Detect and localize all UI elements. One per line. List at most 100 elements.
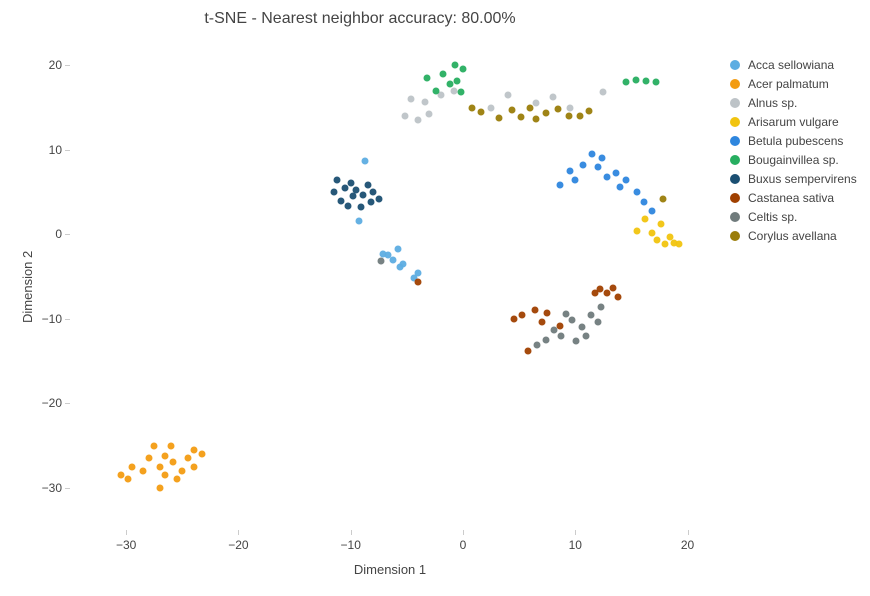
data-point[interactable] bbox=[345, 202, 352, 209]
data-point[interactable] bbox=[556, 182, 563, 189]
data-point[interactable] bbox=[675, 241, 682, 248]
data-point[interactable] bbox=[168, 442, 175, 449]
data-point[interactable] bbox=[459, 65, 466, 72]
data-point[interactable] bbox=[357, 204, 364, 211]
legend-item[interactable]: Alnus sp. bbox=[730, 93, 857, 112]
data-point[interactable] bbox=[531, 307, 538, 314]
data-point[interactable] bbox=[585, 107, 592, 114]
data-point[interactable] bbox=[364, 182, 371, 189]
data-point[interactable] bbox=[534, 341, 541, 348]
data-point[interactable] bbox=[640, 199, 647, 206]
data-point[interactable] bbox=[179, 467, 186, 474]
data-point[interactable] bbox=[394, 245, 401, 252]
data-point[interactable] bbox=[576, 113, 583, 120]
data-point[interactable] bbox=[538, 319, 545, 326]
data-point[interactable] bbox=[452, 62, 459, 69]
legend-item[interactable]: Acca sellowiana bbox=[730, 55, 857, 74]
data-point[interactable] bbox=[543, 336, 550, 343]
data-point[interactable] bbox=[400, 260, 407, 267]
data-point[interactable] bbox=[622, 177, 629, 184]
data-point[interactable] bbox=[334, 177, 341, 184]
data-point[interactable] bbox=[446, 80, 453, 87]
data-point[interactable] bbox=[454, 77, 461, 84]
data-point[interactable] bbox=[151, 442, 158, 449]
data-point[interactable] bbox=[353, 186, 360, 193]
data-point[interactable] bbox=[162, 472, 169, 479]
data-point[interactable] bbox=[612, 169, 619, 176]
data-point[interactable] bbox=[162, 452, 169, 459]
data-point[interactable] bbox=[190, 463, 197, 470]
data-point[interactable] bbox=[477, 108, 484, 115]
data-point[interactable] bbox=[421, 98, 428, 105]
data-point[interactable] bbox=[184, 455, 191, 462]
data-point[interactable] bbox=[603, 173, 610, 180]
data-point[interactable] bbox=[117, 472, 124, 479]
data-point[interactable] bbox=[632, 76, 639, 83]
data-point[interactable] bbox=[355, 217, 362, 224]
data-point[interactable] bbox=[594, 319, 601, 326]
data-point[interactable] bbox=[573, 337, 580, 344]
legend-item[interactable]: Celtis sp. bbox=[730, 207, 857, 226]
data-point[interactable] bbox=[653, 79, 660, 86]
data-point[interactable] bbox=[199, 450, 206, 457]
data-point[interactable] bbox=[550, 326, 557, 333]
data-point[interactable] bbox=[557, 332, 564, 339]
data-point[interactable] bbox=[337, 197, 344, 204]
data-point[interactable] bbox=[587, 311, 594, 318]
data-point[interactable] bbox=[518, 113, 525, 120]
data-point[interactable] bbox=[190, 446, 197, 453]
data-point[interactable] bbox=[648, 230, 655, 237]
data-point[interactable] bbox=[125, 476, 132, 483]
data-point[interactable] bbox=[659, 195, 666, 202]
data-point[interactable] bbox=[408, 96, 415, 103]
data-point[interactable] bbox=[549, 94, 556, 101]
data-point[interactable] bbox=[439, 70, 446, 77]
data-point[interactable] bbox=[622, 79, 629, 86]
data-point[interactable] bbox=[128, 463, 135, 470]
data-point[interactable] bbox=[173, 476, 180, 483]
data-point[interactable] bbox=[457, 89, 464, 96]
data-point[interactable] bbox=[349, 193, 356, 200]
data-point[interactable] bbox=[362, 157, 369, 164]
data-point[interactable] bbox=[488, 104, 495, 111]
legend[interactable]: Acca sellowianaAcer palmatumAlnus sp.Ari… bbox=[730, 55, 857, 245]
data-point[interactable] bbox=[572, 177, 579, 184]
data-point[interactable] bbox=[156, 463, 163, 470]
data-point[interactable] bbox=[634, 189, 641, 196]
data-point[interactable] bbox=[662, 240, 669, 247]
data-point[interactable] bbox=[565, 113, 572, 120]
data-point[interactable] bbox=[519, 311, 526, 318]
data-point[interactable] bbox=[415, 117, 422, 124]
data-point[interactable] bbox=[390, 256, 397, 263]
legend-item[interactable]: Arisarum vulgare bbox=[730, 112, 857, 131]
data-point[interactable] bbox=[156, 484, 163, 491]
data-point[interactable] bbox=[380, 250, 387, 257]
data-point[interactable] bbox=[360, 192, 367, 199]
data-point[interactable] bbox=[648, 207, 655, 214]
legend-item[interactable]: Acer palmatum bbox=[730, 74, 857, 93]
data-point[interactable] bbox=[532, 115, 539, 122]
data-point[interactable] bbox=[600, 88, 607, 95]
data-point[interactable] bbox=[654, 237, 661, 244]
data-point[interactable] bbox=[583, 332, 590, 339]
data-point[interactable] bbox=[579, 324, 586, 331]
data-point[interactable] bbox=[504, 91, 511, 98]
data-point[interactable] bbox=[426, 111, 433, 118]
data-point[interactable] bbox=[614, 293, 621, 300]
data-point[interactable] bbox=[617, 184, 624, 191]
data-point[interactable] bbox=[657, 221, 664, 228]
data-point[interactable] bbox=[563, 310, 570, 317]
data-point[interactable] bbox=[525, 347, 532, 354]
data-point[interactable] bbox=[603, 289, 610, 296]
legend-item[interactable]: Betula pubescens bbox=[730, 131, 857, 150]
data-point[interactable] bbox=[378, 258, 385, 265]
data-point[interactable] bbox=[610, 284, 617, 291]
data-point[interactable] bbox=[401, 113, 408, 120]
data-point[interactable] bbox=[555, 106, 562, 113]
data-point[interactable] bbox=[347, 179, 354, 186]
data-point[interactable] bbox=[139, 467, 146, 474]
data-point[interactable] bbox=[641, 216, 648, 223]
data-point[interactable] bbox=[643, 77, 650, 84]
data-point[interactable] bbox=[468, 104, 475, 111]
data-point[interactable] bbox=[544, 309, 551, 316]
